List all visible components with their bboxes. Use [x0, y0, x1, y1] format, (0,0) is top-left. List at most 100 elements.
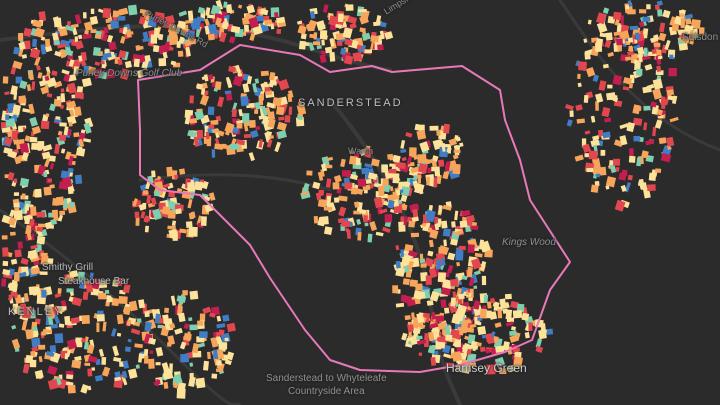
building — [226, 322, 236, 333]
building — [438, 205, 442, 214]
building — [96, 314, 105, 322]
building — [74, 174, 83, 185]
building — [87, 368, 93, 377]
building — [452, 163, 461, 175]
building — [118, 7, 129, 16]
building — [170, 295, 176, 306]
building — [337, 13, 344, 23]
building — [184, 115, 191, 125]
building — [274, 12, 279, 18]
building — [360, 9, 370, 21]
building — [170, 60, 177, 66]
building — [155, 362, 161, 366]
building — [4, 137, 13, 146]
building — [36, 236, 46, 245]
building — [54, 50, 62, 57]
building — [620, 15, 624, 25]
building — [436, 259, 442, 270]
building — [412, 174, 419, 181]
building — [73, 66, 80, 75]
building — [505, 301, 510, 309]
building — [680, 18, 685, 29]
building — [377, 185, 385, 196]
building — [166, 166, 173, 177]
building — [409, 280, 416, 287]
building — [356, 218, 362, 225]
building — [249, 129, 259, 139]
building — [171, 234, 175, 239]
building — [83, 122, 92, 134]
building — [505, 309, 513, 320]
building — [470, 225, 479, 230]
building — [98, 292, 107, 300]
building — [11, 338, 21, 350]
building — [224, 125, 232, 136]
building — [154, 378, 161, 387]
building — [431, 311, 436, 320]
building — [300, 33, 307, 40]
building — [5, 114, 10, 120]
building — [130, 328, 141, 336]
building — [44, 157, 51, 168]
building — [425, 275, 432, 285]
building — [315, 192, 322, 201]
building — [17, 126, 24, 133]
building — [238, 108, 243, 117]
building — [110, 20, 119, 29]
building — [384, 214, 393, 223]
building — [171, 220, 177, 226]
building — [648, 172, 657, 181]
building — [211, 373, 218, 379]
building — [578, 61, 587, 71]
building — [43, 88, 48, 93]
building — [95, 34, 101, 39]
building — [395, 302, 405, 308]
building — [359, 208, 367, 215]
building — [438, 246, 444, 254]
building — [258, 115, 265, 120]
building — [187, 182, 196, 192]
building — [512, 309, 523, 319]
building — [30, 267, 41, 275]
building — [535, 338, 543, 349]
building — [199, 313, 206, 322]
building — [323, 226, 333, 235]
building — [583, 38, 588, 43]
building — [440, 286, 452, 296]
building — [92, 47, 101, 57]
building — [186, 47, 190, 53]
building — [24, 135, 31, 142]
building — [332, 182, 340, 190]
building — [364, 222, 369, 227]
building — [58, 323, 65, 328]
building — [240, 96, 249, 107]
building — [8, 216, 17, 226]
building — [4, 91, 10, 96]
building — [445, 334, 453, 341]
building — [181, 190, 192, 200]
building — [100, 60, 105, 65]
building — [415, 283, 423, 291]
building — [612, 74, 623, 86]
building — [345, 227, 350, 233]
building — [207, 106, 215, 116]
building — [627, 0, 633, 7]
building — [336, 41, 343, 46]
building — [112, 345, 120, 357]
building — [54, 143, 61, 155]
building — [123, 69, 129, 77]
building — [45, 350, 55, 357]
building — [196, 336, 205, 343]
building — [146, 194, 152, 204]
building — [476, 342, 482, 347]
building — [346, 229, 351, 239]
building — [592, 135, 600, 141]
building — [258, 139, 263, 148]
building — [605, 185, 610, 190]
building — [178, 303, 183, 312]
building — [224, 90, 232, 95]
building — [613, 31, 621, 37]
building — [188, 38, 197, 45]
building — [106, 34, 114, 43]
